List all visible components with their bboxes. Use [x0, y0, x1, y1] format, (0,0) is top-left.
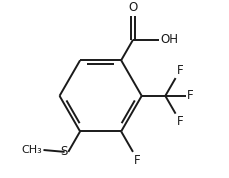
Text: OH: OH — [159, 33, 177, 46]
Text: O: O — [128, 1, 137, 14]
Text: F: F — [176, 115, 183, 128]
Text: F: F — [133, 154, 140, 167]
Text: F: F — [186, 89, 193, 102]
Text: CH₃: CH₃ — [22, 145, 42, 155]
Text: F: F — [176, 64, 183, 77]
Text: S: S — [60, 145, 67, 158]
